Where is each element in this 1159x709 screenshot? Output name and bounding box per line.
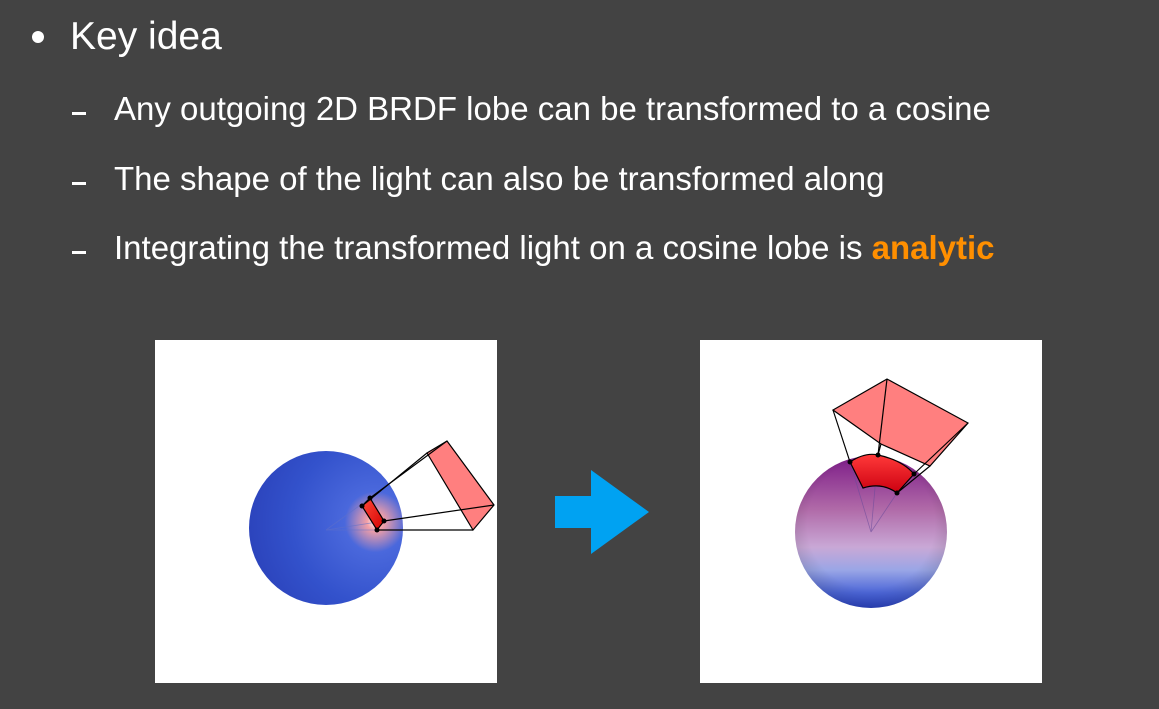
bullet-dot-icon [32, 31, 44, 43]
figure-transformed-cosine [700, 340, 1042, 683]
original-brdf-illustration [249, 440, 495, 605]
dash-icon [72, 181, 86, 185]
light-polygon-shape [426, 440, 495, 532]
sub-bullet-2: The shape of the light can also be trans… [72, 156, 885, 202]
highlight-word: analytic [871, 229, 995, 266]
sub-bullet-text: Integrating the transformed light on a c… [114, 229, 995, 266]
transformed-light-polygon [831, 378, 969, 467]
transformed-cosine-illustration [795, 378, 969, 608]
figure-original-brdf [155, 340, 497, 683]
slide-heading: Key idea [70, 15, 222, 58]
sub-bullet-text: Any outgoing 2D BRDF lobe can be transfo… [114, 90, 991, 127]
bullet-key-idea: Key idea [22, 12, 222, 62]
hemisphere-shape [249, 451, 403, 605]
dash-icon [72, 250, 86, 254]
projected-light-patch [849, 453, 915, 494]
sub-bullet-1: Any outgoing 2D BRDF lobe can be transfo… [72, 86, 991, 132]
sub-bullet-text: The shape of the light can also be trans… [114, 160, 885, 197]
sub-bullet-3: Integrating the transformed light on a c… [72, 225, 995, 271]
right-arrow-icon [555, 470, 649, 554]
dash-icon [72, 111, 86, 115]
